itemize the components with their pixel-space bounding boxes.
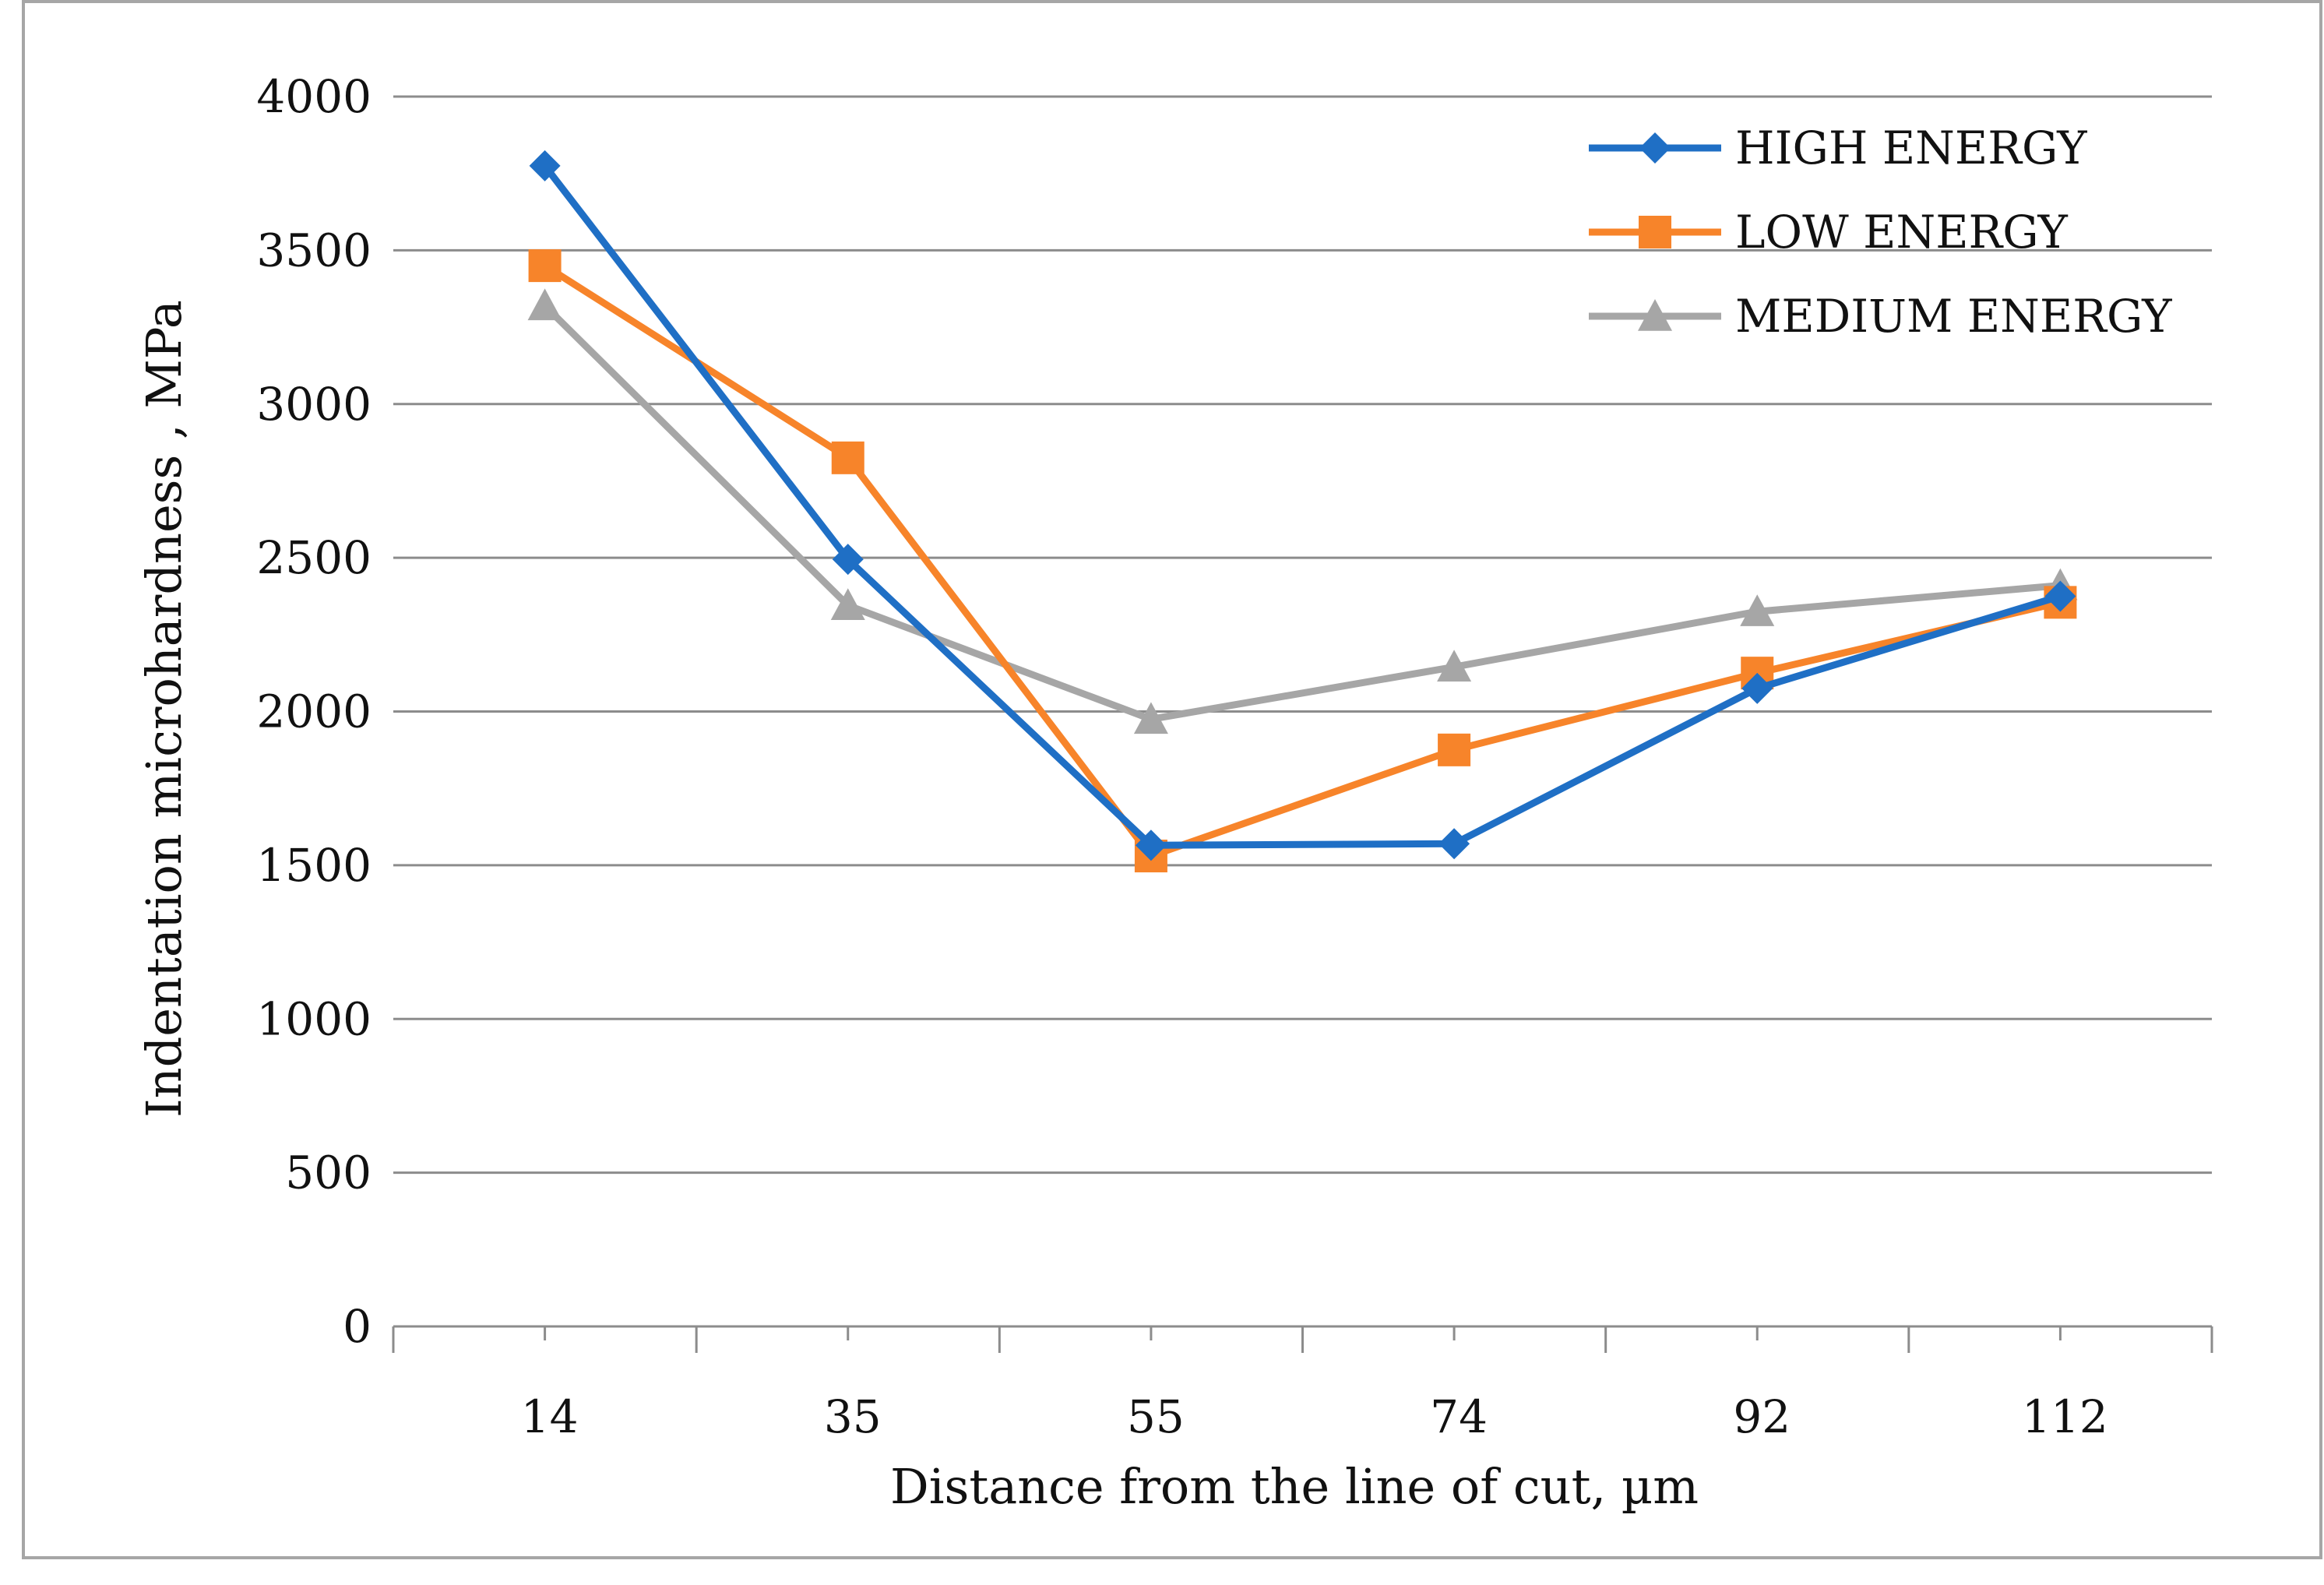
- y-axis-title: Indentation microhardness , MPa: [136, 300, 192, 1118]
- series-line-medium-energy: [541, 301, 2064, 723]
- y-tick-label-3500: 3500: [256, 224, 371, 276]
- y-tick-label-2000: 2000: [256, 685, 371, 738]
- legend-label-medium-energy: MEDIUM ENERGY: [1735, 290, 2172, 343]
- legend-label-low-energy: LOW ENERGY: [1735, 206, 2069, 259]
- x-axis-title: Distance from the line of cut, µm: [890, 1458, 1699, 1515]
- series-line-low-energy: [541, 262, 2064, 860]
- data-point-low-energy-14: [528, 249, 562, 283]
- data-point-medium-energy-92: [1740, 594, 1775, 626]
- y-tick-label-4000: 4000: [256, 70, 371, 123]
- gridlines: [393, 95, 2212, 1175]
- series-line-high-energy: [541, 162, 2064, 849]
- data-point-medium-energy-55: [1133, 702, 1168, 734]
- legend-item-low-energy: LOW ENERGY: [1589, 206, 2069, 259]
- legend-swatch-marker-high-energy: [1639, 132, 1671, 164]
- y-tick-label-500: 500: [285, 1146, 371, 1199]
- legend-item-medium-energy: MEDIUM ENERGY: [1589, 290, 2172, 343]
- series-group: [527, 150, 2078, 873]
- tick-labels: 0 500 1000 1500 2000 2500 3000 3500 4000 14 35 55 74…: [256, 70, 2107, 1443]
- legend-swatch-marker-low-energy: [1639, 216, 1671, 248]
- x-tick-label-92: 92: [1733, 1390, 1791, 1443]
- legend-label-high-energy: HIGH ENERGY: [1735, 122, 2087, 174]
- x-tick-label-112: 112: [2022, 1390, 2108, 1443]
- legend-swatch-marker-medium-energy: [1638, 299, 1672, 331]
- data-point-low-energy-74: [1438, 733, 1471, 766]
- x-tick-label-14: 14: [521, 1390, 579, 1443]
- y-tick-label-2500: 2500: [256, 531, 371, 584]
- chart-border: [22, 0, 2322, 1559]
- data-point-high-energy-92: [1741, 672, 1773, 704]
- axes: [392, 1325, 2213, 1353]
- data-point-medium-energy-14: [527, 288, 562, 321]
- x-tick-label-35: 35: [824, 1390, 882, 1443]
- data-point-high-energy-112: [2044, 580, 2076, 612]
- data-point-medium-energy-74: [1437, 650, 1472, 682]
- x-tick-label-74: 74: [1430, 1390, 1488, 1443]
- data-point-high-energy-74: [1438, 828, 1470, 860]
- y-tick-label-0: 0: [343, 1300, 371, 1353]
- y-tick-label-1500: 1500: [256, 839, 371, 892]
- data-point-low-energy-35: [831, 441, 864, 474]
- data-point-high-energy-55: [1135, 829, 1167, 861]
- legend: HIGH ENERGY LOW ENERGY MEDIUM ENERGY: [1589, 122, 2172, 343]
- series-high-energy: [529, 150, 2076, 861]
- data-point-high-energy-14: [529, 150, 561, 181]
- y-tick-label-1000: 1000: [256, 992, 371, 1045]
- data-point-high-energy-35: [832, 544, 864, 576]
- x-tick-label-55: 55: [1127, 1390, 1185, 1443]
- data-point-medium-energy-35: [830, 588, 865, 621]
- y-tick-label-3000: 3000: [256, 378, 371, 431]
- legend-item-high-energy: HIGH ENERGY: [1589, 122, 2087, 174]
